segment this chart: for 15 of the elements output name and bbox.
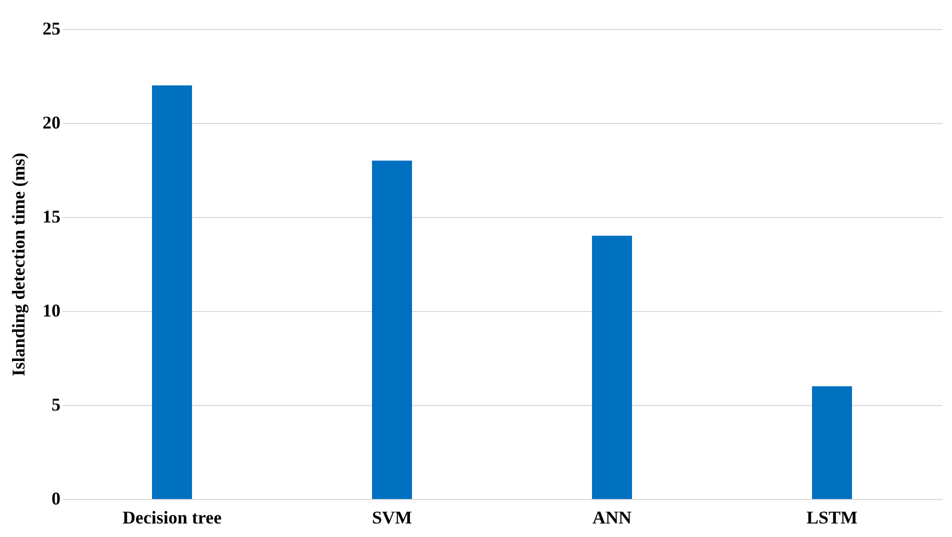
x-tick-label: ANN — [592, 508, 632, 528]
bar — [812, 386, 852, 499]
bar — [152, 85, 192, 499]
y-tick-label: 20 — [42, 112, 60, 132]
y-tick-label: 5 — [52, 394, 60, 414]
y-tick-label: 0 — [52, 488, 60, 508]
x-tick-label: LSTM — [806, 508, 858, 528]
x-tick-label: SVM — [372, 508, 412, 528]
bar — [372, 160, 412, 499]
bar — [592, 236, 632, 499]
y-axis-title: Islanding detection time (ms) — [8, 152, 28, 376]
y-tick-label: 25 — [42, 18, 60, 38]
y-tick-label: 10 — [42, 300, 60, 320]
x-tick-label: Decision tree — [122, 508, 222, 528]
y-tick-label: 15 — [42, 206, 60, 226]
